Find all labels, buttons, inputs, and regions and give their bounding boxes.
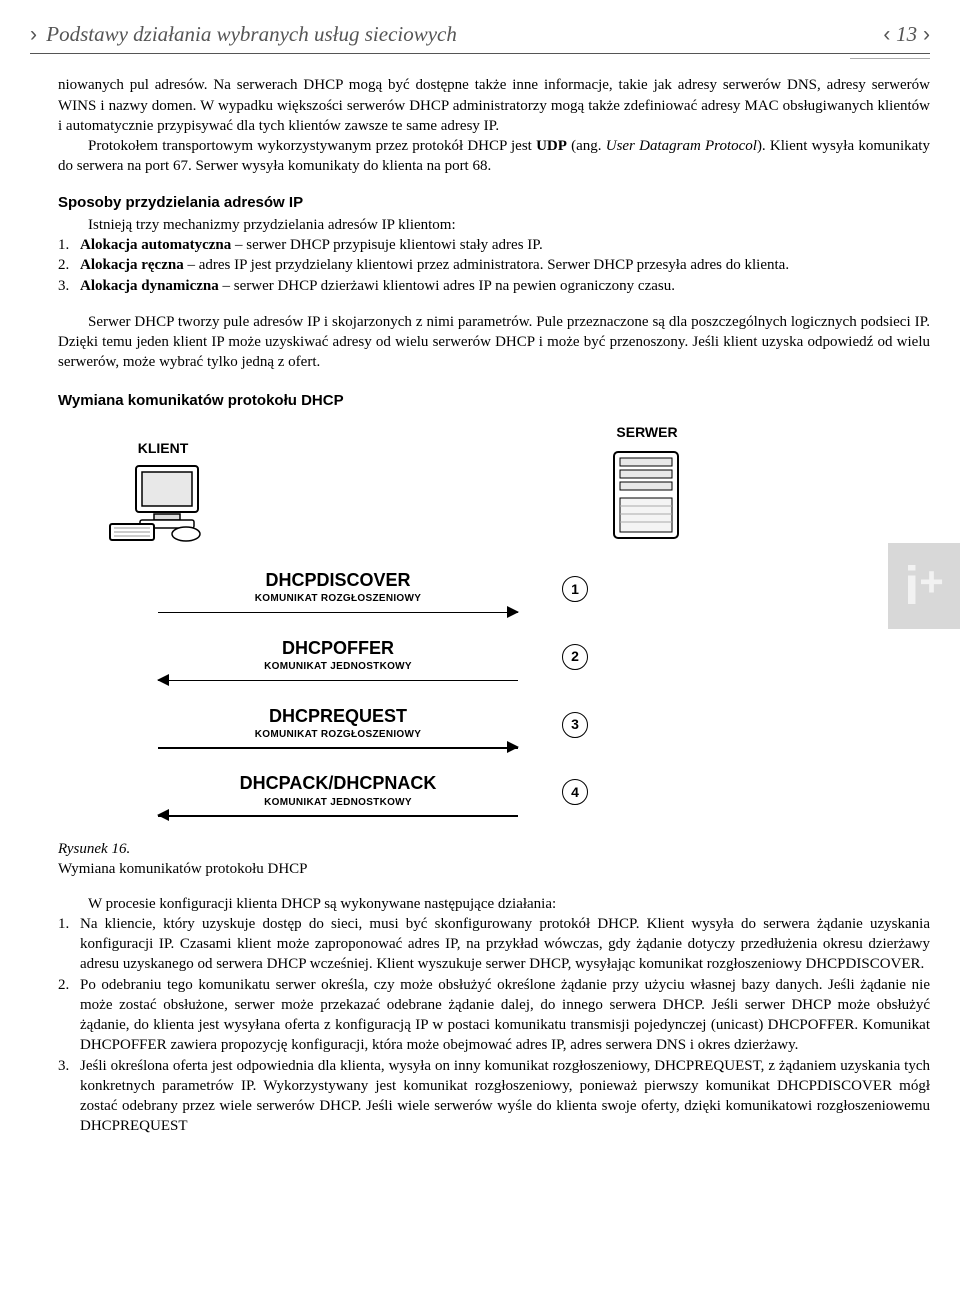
- page-number: ‹ 13 ›: [883, 20, 930, 49]
- text-italic: User Datagram Protocol: [606, 138, 757, 154]
- list-item: 2.Po odebraniu tego komunikatu serwer ok…: [58, 975, 930, 1056]
- text-run: Protokołem transportowym wykorzystywanym…: [88, 138, 536, 154]
- chapter-title: › Podstawy działania wybranych usług sie…: [30, 20, 457, 49]
- text-run: (ang.: [567, 138, 606, 154]
- diagram-message: DHCPACK/DHCPNACK: [158, 771, 518, 795]
- text-bold: Alokacja dynamiczna: [80, 278, 219, 294]
- diagram-container: i+ KLIENT: [58, 423, 930, 821]
- diagram-subtitle: KOMUNIKAT JEDNOSTKOWY: [158, 796, 518, 810]
- sidebar-badge: i+: [888, 543, 960, 629]
- page-content: niowanych pul adresów. Na serwerach DHCP…: [30, 75, 930, 1136]
- diagram-subtitle: KOMUNIKAT ROZGŁOSZENIOWY: [158, 592, 518, 606]
- diagram-message: DHCPOFFER: [158, 636, 518, 660]
- arrow-right-icon: [158, 608, 518, 618]
- page-number-value: 13: [896, 22, 917, 46]
- body-paragraph: niowanych pul adresów. Na serwerach DHCP…: [58, 75, 930, 136]
- allocation-list: 1.Alokacja automatyczna – serwer DHCP pr…: [58, 235, 930, 296]
- text-run: – serwer DHCP dzierżawi klientowi adres …: [219, 278, 675, 294]
- steps-list: 1.Na kliencie, który uzyskuje dostęp do …: [58, 914, 930, 1137]
- diagram-step-number: 2: [562, 644, 588, 670]
- body-paragraph: Istnieją trzy mechanizmy przydzielania a…: [58, 215, 930, 235]
- list-number: 1.: [58, 235, 80, 255]
- diagram-step-number: 1: [562, 576, 588, 602]
- body-paragraph: W procesie konfiguracji klienta DHCP są …: [58, 894, 930, 914]
- diagram-message: DHCPREQUEST: [158, 704, 518, 728]
- list-item: 1.Alokacja automatyczna – serwer DHCP pr…: [58, 235, 930, 255]
- diagram-subtitle: KOMUNIKAT ROZGŁOSZENIOWY: [158, 728, 518, 742]
- diagram-row: DHCPREQUEST KOMUNIKAT ROZGŁOSZENIOWY 3: [58, 704, 718, 754]
- text-bold: Alokacja ręczna: [80, 257, 184, 273]
- diagram-klient-label: KLIENT: [108, 439, 218, 458]
- list-item: 1.Na kliencie, który uzyskuje dostęp do …: [58, 914, 930, 975]
- body-paragraph: Protokołem transportowym wykorzystywanym…: [58, 136, 930, 177]
- list-number: 2.: [58, 255, 80, 275]
- diagram-row: DHCPACK/DHCPNACK KOMUNIKAT JEDNOSTKOWY 4: [58, 771, 718, 821]
- figure-label: Rysunek 16.: [58, 839, 930, 859]
- list-item: 3.Alokacja dynamiczna – serwer DHCP dzie…: [58, 276, 930, 296]
- text-run: – serwer DHCP przypisuje klientowi stały…: [231, 237, 542, 253]
- page-header: › Podstawy działania wybranych usług sie…: [30, 20, 930, 54]
- list-text: Alokacja automatyczna – serwer DHCP przy…: [80, 235, 930, 255]
- subheading: Sposoby przydzielania adresów IP: [58, 193, 930, 213]
- diagram-subtitle: KOMUNIKAT JEDNOSTKOWY: [158, 660, 518, 674]
- figure-caption: Wymiana komunikatów protokołu DHCP: [58, 859, 930, 879]
- arrow-left-icon: [158, 676, 518, 686]
- list-item: 3.Jeśli określona oferta jest odpowiedni…: [58, 1056, 930, 1137]
- text-run: – adres IP jest przydzielany klientowi p…: [184, 257, 789, 273]
- list-number: 2.: [58, 975, 80, 1056]
- client-computer-icon: [108, 464, 218, 544]
- diagram-message: DHCPDISCOVER: [158, 568, 518, 592]
- text-bold: UDP: [536, 138, 567, 154]
- text-bold: Alokacja automatyczna: [80, 237, 231, 253]
- list-text: Jeśli określona oferta jest odpowiednia …: [80, 1056, 930, 1137]
- list-text: Po odebraniu tego komunikatu serwer okre…: [80, 975, 930, 1056]
- list-number: 3.: [58, 1056, 80, 1137]
- diagram-serwer-label: SERWER: [606, 423, 688, 442]
- arrow-right-icon: [158, 743, 518, 753]
- list-text: Na kliencie, który uzyskuje dostęp do si…: [80, 914, 930, 975]
- diagram-row: DHCPOFFER KOMUNIKAT JEDNOSTKOWY 2: [58, 636, 718, 686]
- list-item: 2.Alokacja ręczna – adres IP jest przydz…: [58, 255, 930, 275]
- list-text: Alokacja dynamiczna – serwer DHCP dzierż…: [80, 276, 930, 296]
- list-number: 1.: [58, 914, 80, 975]
- list-text: Alokacja ręczna – adres IP jest przydzie…: [80, 255, 930, 275]
- list-number: 3.: [58, 276, 80, 296]
- body-paragraph: Serwer DHCP tworzy pule adresów IP i sko…: [58, 312, 930, 373]
- arrow-left-icon: [158, 811, 518, 821]
- header-rule: [850, 58, 930, 59]
- iplus-icon: i+: [904, 559, 944, 613]
- diagram-step-number: 4: [562, 779, 588, 805]
- dhcp-diagram: KLIENT SERWER: [58, 423, 718, 821]
- diagram-step-number: 3: [562, 712, 588, 738]
- angle-left-icon: ‹: [883, 23, 890, 46]
- angle-right-icon: ›: [923, 23, 930, 46]
- subheading: Wymiana komunikatów protokołu DHCP: [58, 391, 930, 411]
- chevron-right-icon: ›: [30, 23, 37, 46]
- server-tower-icon: [606, 448, 688, 544]
- chapter-title-text: Podstawy działania wybranych usług sieci…: [46, 22, 457, 46]
- diagram-row: DHCPDISCOVER KOMUNIKAT ROZGŁOSZENIOWY 1: [58, 568, 718, 618]
